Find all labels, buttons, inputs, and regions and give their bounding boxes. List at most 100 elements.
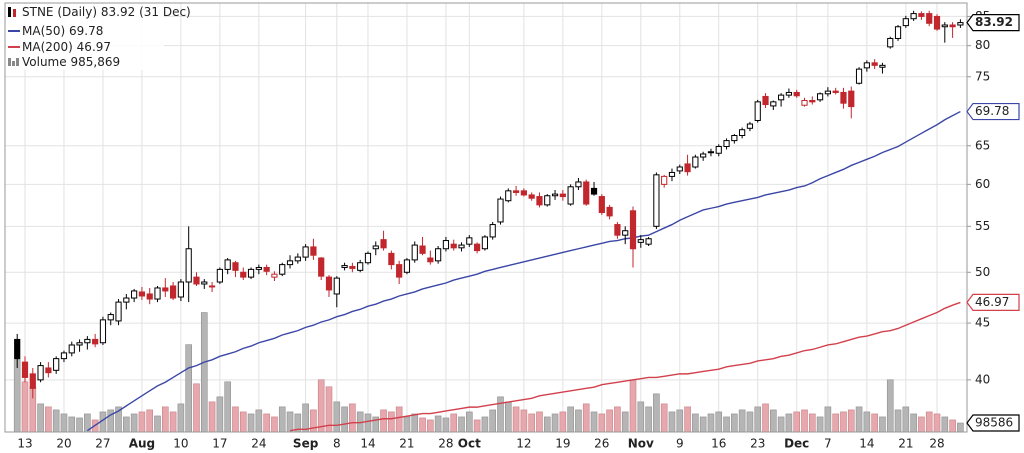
volume-bar [427, 419, 434, 432]
volume-bar [216, 396, 224, 432]
candle-body [575, 181, 582, 188]
x-tick-label: 27 [95, 437, 110, 451]
candle-body [185, 248, 192, 283]
candle-body [21, 361, 29, 378]
candle-body [692, 156, 699, 168]
candle-body [855, 68, 863, 84]
volume-bar [263, 413, 270, 432]
volume-bar [731, 413, 738, 432]
x-tick-label: 14 [859, 437, 874, 451]
volume-bar [886, 379, 894, 432]
x-tick-label: 23 [750, 437, 765, 451]
volume-bar [692, 413, 699, 432]
volume-bar [894, 409, 902, 432]
volume-bar [723, 416, 730, 432]
volume-bar [598, 413, 606, 432]
volume-bar [317, 379, 325, 432]
legend-ma50: MA(50) 69.78 [22, 24, 103, 38]
value-box-label: 69.78 [975, 104, 1009, 118]
volume-bar [699, 416, 707, 432]
volume-bar [255, 409, 263, 432]
volume-bar [754, 406, 762, 432]
candle-body [341, 265, 348, 268]
candle-body [380, 239, 387, 249]
volume-bar [816, 416, 824, 432]
volume-bar [536, 411, 543, 432]
volume-bar [450, 413, 458, 432]
x-tick-label: 17 [212, 437, 227, 451]
candle-body [715, 146, 722, 154]
volume-bar [637, 401, 645, 432]
candle-body [606, 206, 613, 217]
legend-background [6, 4, 164, 70]
candle-body [918, 13, 925, 17]
volume-bar [107, 409, 115, 432]
candle-body [411, 244, 418, 261]
value-box: 83.92 [966, 13, 1020, 32]
volume-bar [419, 417, 426, 432]
x-tick-label: Nov [628, 437, 654, 451]
y-tick-label: 50 [975, 265, 990, 279]
candle-body [770, 101, 777, 107]
x-tick-label: 21 [898, 437, 913, 451]
value-box-frame [966, 293, 1020, 312]
candle-body [544, 195, 551, 206]
plot-frame [4, 2, 968, 433]
candle-body [505, 190, 512, 202]
candle-body [154, 287, 161, 300]
volume-bar [411, 413, 419, 432]
candle-body [723, 140, 730, 148]
volume-layer [13, 312, 964, 432]
candle-body [707, 151, 715, 154]
volume-bar [738, 409, 746, 432]
ma-line [86, 110, 961, 432]
candle-body [170, 285, 177, 299]
candle-body [14, 338, 21, 360]
candle-body [941, 24, 948, 28]
legend-name: MA(50) [22, 24, 65, 38]
candle-body [403, 259, 411, 273]
legend-name: MA(200) [22, 40, 73, 54]
x-tick-label: 21 [399, 437, 414, 451]
x-tick-label: 19 [555, 437, 570, 451]
candle-body [123, 297, 130, 303]
volume-bar [676, 409, 684, 432]
volume-bar [582, 403, 590, 432]
volume-bar [76, 417, 83, 432]
volume-bar [832, 413, 839, 432]
candle-body [933, 15, 941, 30]
value-box: 98586 [966, 414, 1020, 432]
candle-body [676, 166, 683, 172]
x-tick-label: 9 [676, 437, 684, 451]
candle-body [458, 244, 465, 249]
value-box-frame [966, 13, 1020, 32]
volume-bar [68, 416, 76, 432]
candle-body [887, 37, 894, 48]
candle-body [809, 99, 816, 103]
candle-body [318, 257, 325, 277]
volume-bar [528, 413, 535, 432]
candle-body [926, 13, 933, 24]
candle-body [435, 248, 442, 262]
axis-layer: 404550556065758085132027Aug101724Sep8142… [17, 9, 1020, 451]
volume-bar [442, 417, 450, 432]
candle-body [232, 262, 239, 271]
candle-body [731, 134, 738, 142]
legend-value: 69.78 [69, 24, 103, 38]
candle-body [645, 238, 652, 245]
candle-body [364, 252, 372, 264]
candle-body [240, 271, 247, 278]
value-box-label: 83.92 [975, 15, 1013, 29]
candle-body [583, 181, 590, 205]
volume-bar [746, 411, 754, 432]
volume-bar [130, 413, 138, 432]
x-tick-label: 7 [824, 437, 832, 451]
candle-body [263, 266, 270, 272]
volume-bar [621, 411, 629, 432]
candle-body [92, 338, 99, 345]
legend-icon [12, 61, 15, 66]
candle-body [957, 22, 964, 26]
candle-body [520, 190, 527, 196]
candle-body [302, 246, 309, 258]
